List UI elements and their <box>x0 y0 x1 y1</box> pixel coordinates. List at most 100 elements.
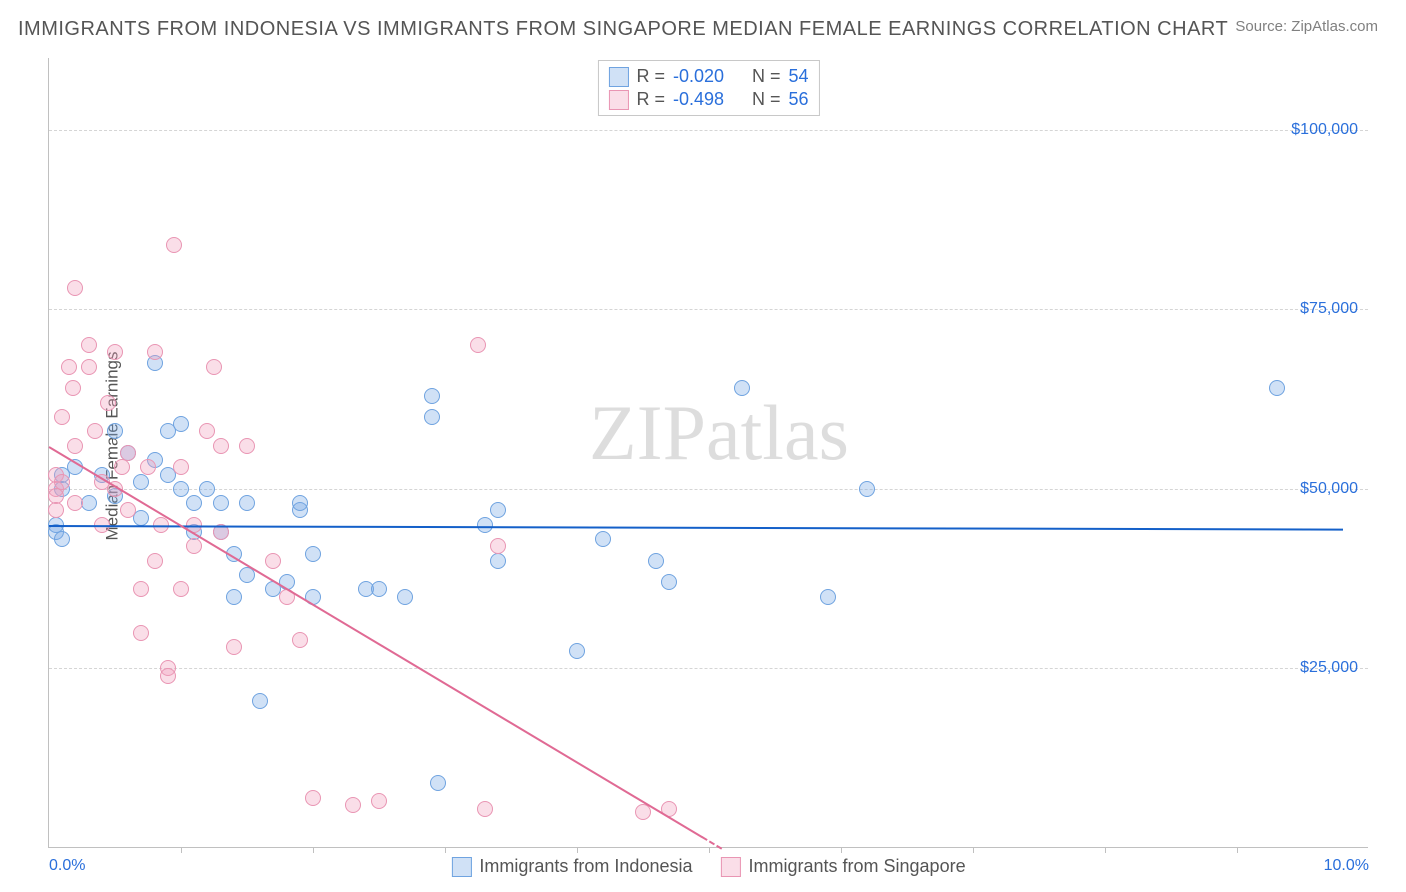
data-point-singapore <box>213 438 229 454</box>
legend-swatch <box>608 90 628 110</box>
data-point-singapore <box>305 790 321 806</box>
data-point-indonesia <box>226 589 242 605</box>
data-point-singapore <box>470 337 486 353</box>
legend-N-label: N = <box>752 66 781 87</box>
data-point-singapore <box>166 237 182 253</box>
scatter-plot-area: ZIPatlas R =-0.020N =54R =-0.498N =56 Im… <box>48 58 1368 848</box>
y-tick-label: $50,000 <box>1300 480 1358 498</box>
data-point-singapore <box>160 668 176 684</box>
data-point-indonesia <box>734 380 750 396</box>
x-tick-minor <box>181 847 182 853</box>
data-point-singapore <box>120 445 136 461</box>
data-point-singapore <box>61 359 77 375</box>
gridline-h <box>49 668 1368 669</box>
data-point-singapore <box>371 793 387 809</box>
x-tick-minor <box>841 847 842 853</box>
data-point-singapore <box>199 423 215 439</box>
source-link[interactable]: ZipAtlas.com <box>1291 18 1378 35</box>
data-point-singapore <box>114 459 130 475</box>
data-point-indonesia <box>252 693 268 709</box>
gridline-h <box>49 309 1368 310</box>
data-point-singapore <box>87 423 103 439</box>
legend-R-value: -0.498 <box>673 89 724 110</box>
data-point-singapore <box>477 801 493 817</box>
data-point-indonesia <box>648 553 664 569</box>
data-point-indonesia <box>133 474 149 490</box>
x-tick-minor <box>973 847 974 853</box>
data-point-indonesia <box>477 517 493 533</box>
legend-swatch <box>721 857 741 877</box>
data-point-singapore <box>206 359 222 375</box>
y-tick-label: $25,000 <box>1300 659 1358 677</box>
data-point-indonesia <box>213 495 229 511</box>
data-point-singapore <box>186 538 202 554</box>
data-point-indonesia <box>239 495 255 511</box>
correlation-legend: R = -0.020 N = 54R = -0.498 N = 56 <box>597 60 819 116</box>
watermark: ZIPatlas <box>589 388 849 478</box>
data-point-singapore <box>147 553 163 569</box>
data-point-indonesia <box>661 574 677 590</box>
x-tick-minor <box>313 847 314 853</box>
x-tick-minor <box>1105 847 1106 853</box>
source-attribution: Source: ZipAtlas.com <box>1235 18 1378 35</box>
data-point-indonesia <box>424 388 440 404</box>
data-point-singapore <box>81 359 97 375</box>
x-tick-label: 10.0% <box>1324 857 1369 875</box>
data-point-singapore <box>265 553 281 569</box>
data-point-singapore <box>54 474 70 490</box>
trend-line <box>48 446 702 838</box>
data-point-singapore <box>65 380 81 396</box>
legend-R-label: R = <box>636 89 665 110</box>
data-point-singapore <box>292 632 308 648</box>
source-label: Source: <box>1235 18 1291 35</box>
legend-N-value: 54 <box>789 66 809 87</box>
legend-swatch <box>451 857 471 877</box>
data-point-indonesia <box>54 531 70 547</box>
data-point-indonesia <box>292 495 308 511</box>
gridline-h <box>49 489 1368 490</box>
data-point-singapore <box>239 438 255 454</box>
trend-line <box>49 525 1343 531</box>
data-point-indonesia <box>305 546 321 562</box>
legend-label: Immigrants from Singapore <box>749 856 966 877</box>
data-point-indonesia <box>397 589 413 605</box>
legend-row-indonesia: R =-0.020N =54 <box>608 65 808 88</box>
legend-row-singapore: R = -0.498 N = 56 <box>608 88 808 111</box>
legend-R-value: -0.020 <box>673 66 724 87</box>
data-point-singapore <box>120 502 136 518</box>
data-point-singapore <box>67 438 83 454</box>
legend-swatch <box>608 67 628 87</box>
data-point-singapore <box>67 280 83 296</box>
data-point-singapore <box>107 344 123 360</box>
x-tick-minor <box>1237 847 1238 853</box>
chart-title: IMMIGRANTS FROM INDONESIA VS IMMIGRANTS … <box>18 18 1228 41</box>
data-point-singapore <box>490 538 506 554</box>
x-tick-minor <box>445 847 446 853</box>
data-point-indonesia <box>424 409 440 425</box>
data-point-singapore <box>81 337 97 353</box>
legend-N-value: 56 <box>789 89 809 110</box>
data-point-singapore <box>48 502 64 518</box>
data-point-indonesia <box>490 553 506 569</box>
data-point-singapore <box>67 495 83 511</box>
data-point-singapore <box>147 344 163 360</box>
data-point-indonesia <box>595 531 611 547</box>
gridline-h <box>49 130 1368 131</box>
series-legend: Immigrants from Indonesia Immigrants from… <box>451 856 965 877</box>
legend-N-label: N = <box>752 89 781 110</box>
data-point-singapore <box>345 797 361 813</box>
data-point-indonesia <box>371 581 387 597</box>
x-tick-minor <box>577 847 578 853</box>
data-point-singapore <box>140 459 156 475</box>
data-point-singapore <box>133 625 149 641</box>
x-tick-minor <box>709 847 710 853</box>
data-point-singapore <box>133 581 149 597</box>
data-point-indonesia <box>1269 380 1285 396</box>
legend-item-singapore: Immigrants from Singapore <box>721 856 966 877</box>
y-tick-label: $100,000 <box>1291 121 1358 139</box>
data-point-indonesia <box>186 495 202 511</box>
data-point-indonesia <box>569 643 585 659</box>
data-point-indonesia <box>859 481 875 497</box>
legend-item-indonesia: Immigrants from Indonesia <box>451 856 692 877</box>
data-point-indonesia <box>199 481 215 497</box>
